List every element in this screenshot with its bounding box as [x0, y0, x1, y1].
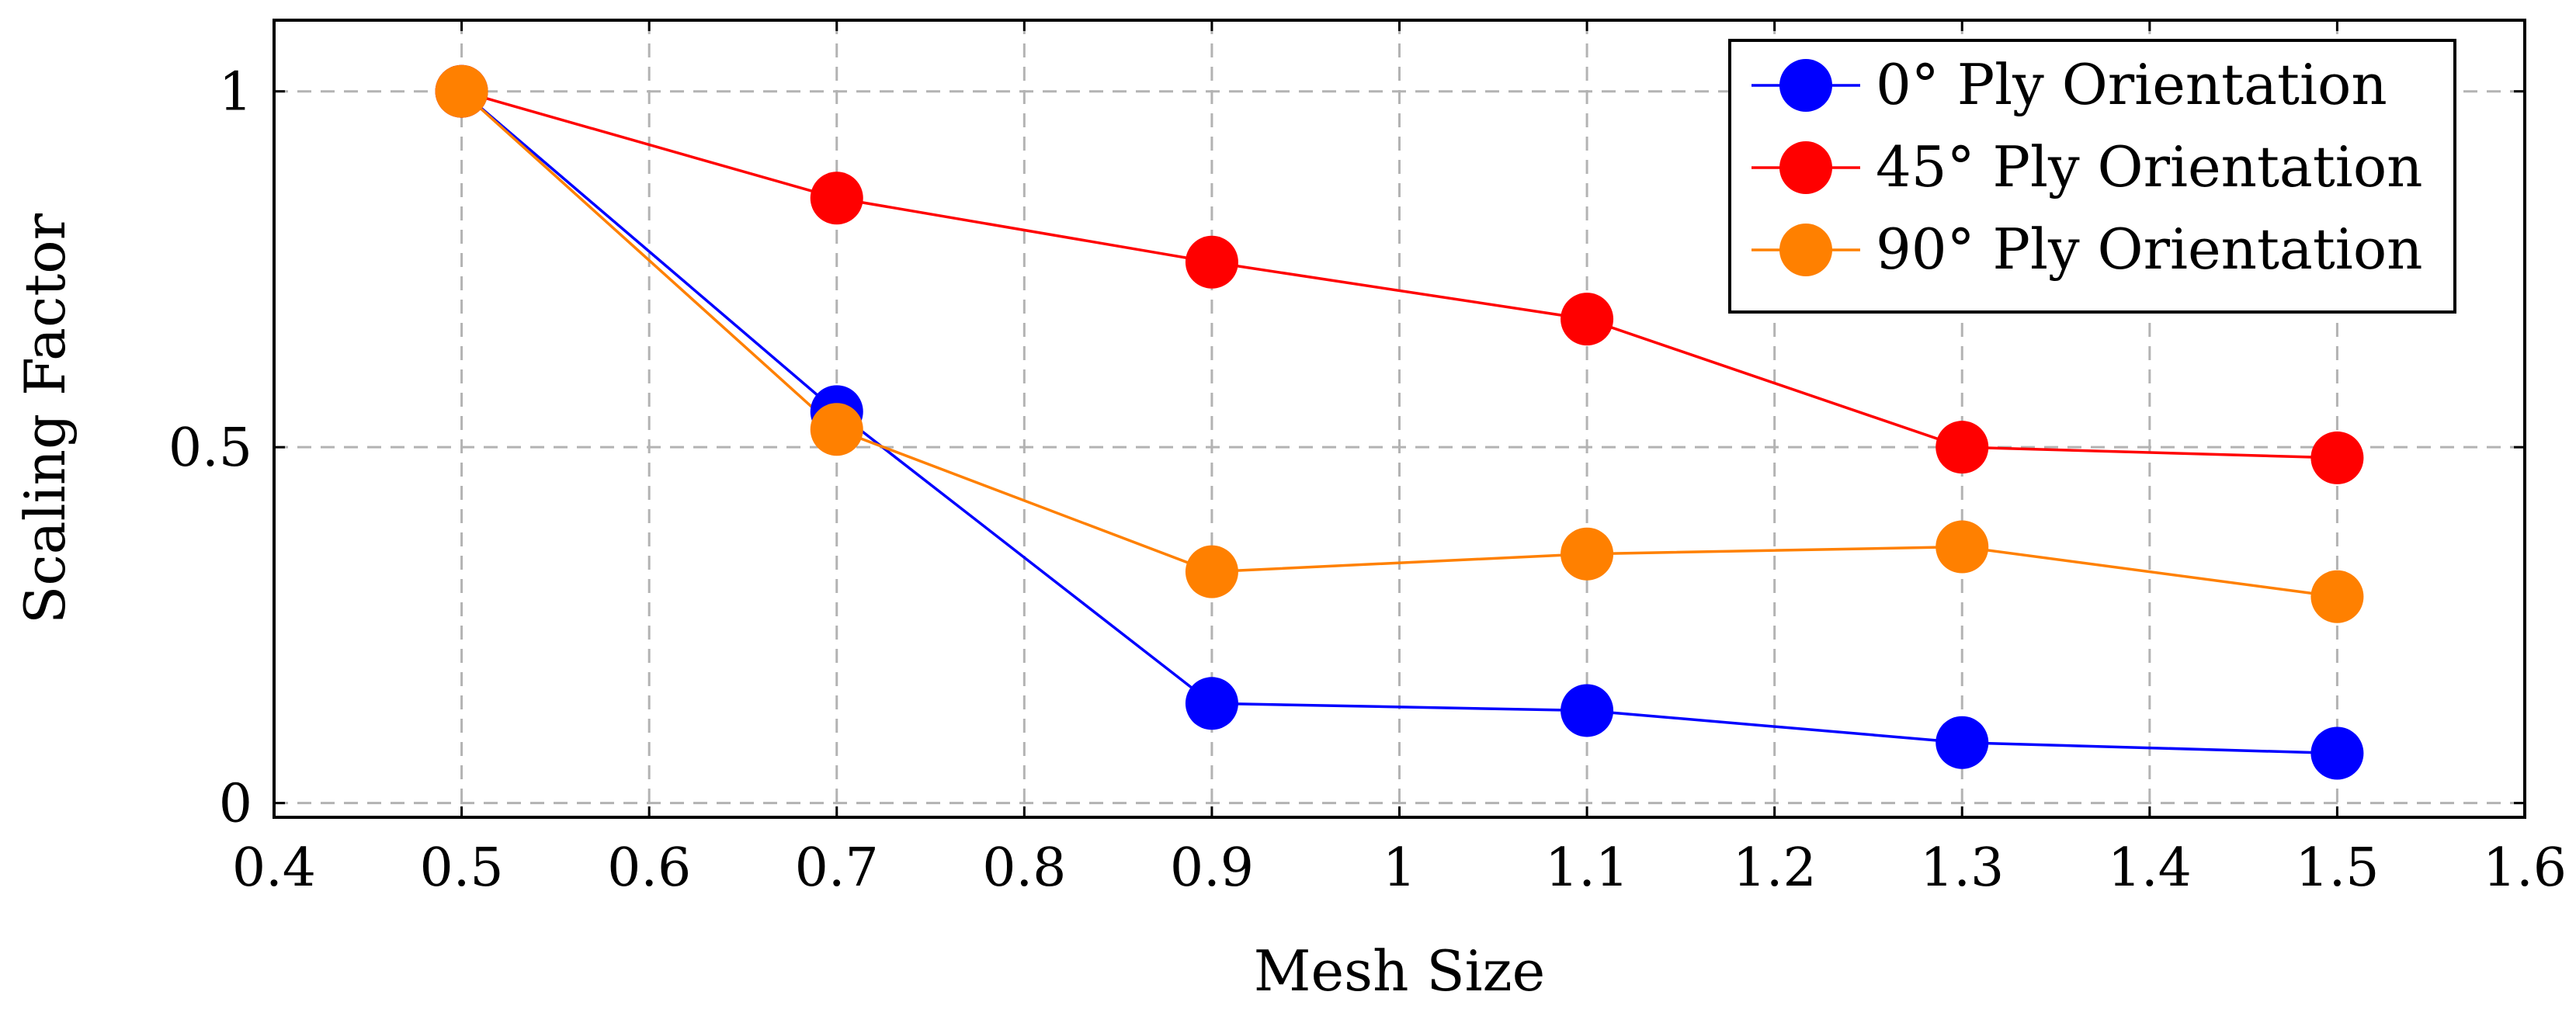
legend: 0° Ply Orientation 45° Ply Orientation 90°…: [1728, 39, 2456, 314]
data-point: [810, 172, 863, 225]
series-line: [460, 90, 2338, 598]
series-2: [460, 90, 2338, 598]
data-point: [1561, 684, 1614, 737]
x-tick-label: 1.4: [2108, 837, 2192, 899]
data-point: [2310, 570, 2364, 623]
legend-item: 45° Ply Orientation: [1751, 134, 2423, 199]
x-tick-label: 0.8: [982, 837, 1066, 899]
data-point: [1935, 716, 1989, 769]
legend-marker: [1779, 141, 1832, 194]
legend-item: 0° Ply Orientation: [1751, 52, 2387, 117]
series-markers-2: [435, 64, 2364, 623]
x-tick-label: 0.9: [1170, 837, 1254, 899]
x-tick-label: 1.6: [2483, 837, 2567, 899]
data-point: [1935, 421, 1989, 474]
legend-label: 45° Ply Orientation: [1876, 134, 2423, 199]
data-point: [1561, 527, 1614, 581]
x-tick-label: 0.7: [795, 837, 879, 899]
data-point: [1935, 520, 1989, 574]
ticks: 0.4 0.5 0.6 0.7 0.8 0.9 1 1.1 1.2 1.3 1.4 1.5 1.6 0 0.…: [168, 20, 2567, 899]
legend-label: 0° Ply Orientation: [1876, 52, 2387, 117]
data-point: [1185, 235, 1238, 289]
data-point: [2310, 431, 2364, 484]
y-axis-title: Scaling Factor: [12, 213, 78, 624]
x-tick-label: 1.3: [1920, 837, 2004, 899]
data-point: [2310, 726, 2364, 780]
x-tick-label: 1.1: [1545, 837, 1629, 899]
series-0: [460, 90, 2338, 755]
legend-box: [1728, 39, 2456, 314]
legend-marker: [1779, 59, 1832, 112]
legend-marker: [1779, 224, 1832, 276]
data-point: [810, 403, 863, 456]
y-tick-label: 0.5: [168, 418, 252, 479]
data-point: [1185, 677, 1238, 730]
series-1: [461, 90, 2338, 459]
series-line: [461, 90, 2338, 459]
x-tick-label: 0.4: [232, 837, 316, 899]
legend-label: 90° Ply Orientation: [1876, 217, 2423, 282]
data-point: [1561, 293, 1614, 346]
x-tick-label: 1.5: [2295, 837, 2379, 899]
x-tick-label: 1: [1383, 837, 1416, 899]
data-point: [1185, 545, 1238, 598]
legend-item: 90° Ply Orientation: [1751, 217, 2423, 282]
x-tick-label: 0.6: [607, 837, 691, 899]
y-tick-label: 0: [219, 774, 252, 835]
x-tick-label: 0.5: [420, 837, 504, 899]
x-axis-title: Mesh Size: [1254, 938, 1545, 1004]
series-line: [460, 90, 2338, 755]
series-layer: [435, 64, 2364, 780]
data-point: [435, 64, 488, 118]
x-tick-label: 1.2: [1733, 837, 1817, 899]
y-tick-label: 1: [219, 62, 252, 123]
